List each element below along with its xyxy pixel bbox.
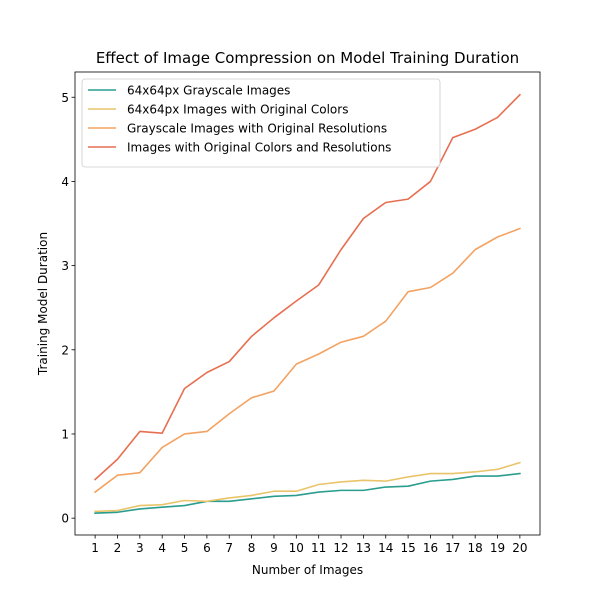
x-tick-label: 2	[114, 541, 122, 555]
legend-label-2: 64x64px Images with Original Colors	[127, 103, 348, 117]
x-axis-label: Number of Images	[252, 563, 363, 577]
x-tick-label: 7	[225, 541, 233, 555]
legend-label-4: Images with Original Colors and Resoluti…	[127, 141, 391, 155]
legend-label-3: Grayscale Images with Original Resolutio…	[127, 122, 387, 136]
y-tick-label: 4	[61, 175, 69, 189]
series-lines	[93, 93, 522, 514]
series-line-1	[94, 472, 521, 514]
x-tick-label: 9	[270, 541, 278, 555]
legend-box	[81, 78, 441, 168]
x-tick-label: 16	[423, 541, 438, 555]
x-tick-label: 11	[311, 541, 326, 555]
x-tick-label: 6	[203, 541, 211, 555]
x-tick-label: 13	[356, 541, 371, 555]
y-axis-label: Training Model Duration	[36, 232, 50, 376]
x-tick-label: 8	[248, 541, 256, 555]
x-tick-label: 10	[289, 541, 304, 555]
y-tick-label: 1	[61, 427, 69, 441]
x-axis-ticks: 1 2 3 4 5 6 7 8 9 10 11 12 13 14 15 16 17 18 19 20	[91, 535, 528, 555]
series-line-2	[94, 461, 521, 513]
x-tick-label: 18	[468, 541, 483, 555]
x-tick-label: 3	[136, 541, 144, 555]
series-line-3	[93, 227, 521, 494]
x-tick-label: 15	[400, 541, 415, 555]
legend-entries: 64x64px Grayscale Images 64x64px Images w…	[88, 84, 391, 155]
x-tick-label: 20	[512, 541, 527, 555]
x-tick-label: 12	[333, 541, 348, 555]
series-line-4	[93, 93, 522, 481]
x-tick-label: 17	[445, 541, 460, 555]
chart-title: Effect of Image Compression on Model Tra…	[96, 49, 519, 67]
y-tick-label: 5	[61, 91, 69, 105]
y-axis-ticks: 0 1 2 3 4 5	[61, 91, 75, 526]
y-tick-label: 2	[61, 343, 69, 357]
x-tick-label: 4	[158, 541, 166, 555]
x-tick-label: 1	[91, 541, 99, 555]
x-tick-label: 19	[490, 541, 505, 555]
x-tick-label: 5	[181, 541, 189, 555]
legend: 64x64px Grayscale Images 64x64px Images w…	[81, 78, 441, 168]
plot-frame	[74, 71, 541, 536]
y-tick-label: 3	[61, 259, 69, 273]
x-tick-label: 14	[378, 541, 393, 555]
legend-label-1: 64x64px Grayscale Images	[127, 84, 290, 98]
y-tick-label: 0	[61, 512, 69, 526]
